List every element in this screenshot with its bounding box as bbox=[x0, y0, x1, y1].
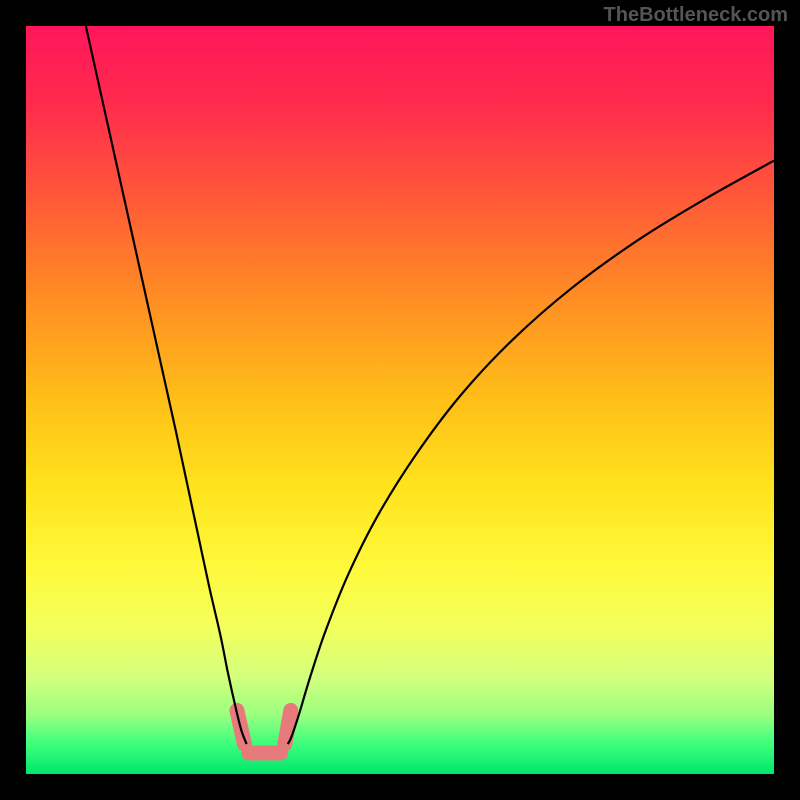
chart-background bbox=[26, 26, 774, 774]
watermark-text: TheBottleneck.com bbox=[604, 4, 788, 26]
watermark: TheBottleneck.com bbox=[604, 4, 788, 27]
bottleneck-chart bbox=[26, 26, 774, 774]
chart-svg bbox=[26, 26, 774, 774]
